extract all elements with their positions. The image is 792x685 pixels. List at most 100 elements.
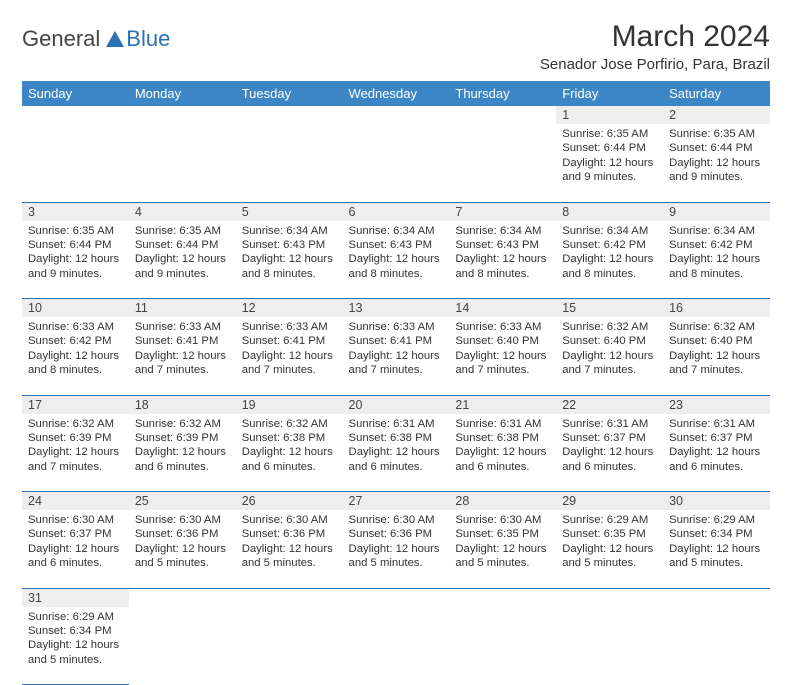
daynum-row: 10111213141516 (22, 299, 770, 318)
day-header: Thursday (449, 81, 556, 106)
day-number: 28 (449, 492, 556, 511)
day-cell (129, 124, 236, 202)
day-cell: Sunrise: 6:30 AMSunset: 6:36 PMDaylight:… (129, 510, 236, 588)
week-row: Sunrise: 6:29 AMSunset: 6:34 PMDaylight:… (22, 607, 770, 685)
day-number: 29 (556, 492, 663, 511)
day-cell: Sunrise: 6:29 AMSunset: 6:34 PMDaylight:… (663, 510, 770, 588)
day-cell (449, 124, 556, 202)
day-number (663, 588, 770, 607)
day-content: Sunrise: 6:35 AMSunset: 6:44 PMDaylight:… (663, 124, 770, 189)
day-content: Sunrise: 6:30 AMSunset: 6:36 PMDaylight:… (236, 510, 343, 575)
day-header: Friday (556, 81, 663, 106)
calendar-head: SundayMondayTuesdayWednesdayThursdayFrid… (22, 81, 770, 106)
day-number: 5 (236, 202, 343, 221)
day-cell: Sunrise: 6:32 AMSunset: 6:40 PMDaylight:… (663, 317, 770, 395)
day-content: Sunrise: 6:33 AMSunset: 6:42 PMDaylight:… (22, 317, 129, 382)
day-content: Sunrise: 6:31 AMSunset: 6:38 PMDaylight:… (343, 414, 450, 479)
day-cell (663, 607, 770, 685)
day-number: 12 (236, 299, 343, 318)
day-content: Sunrise: 6:33 AMSunset: 6:41 PMDaylight:… (236, 317, 343, 382)
day-number: 4 (129, 202, 236, 221)
day-content: Sunrise: 6:34 AMSunset: 6:42 PMDaylight:… (556, 221, 663, 286)
daynum-row: 17181920212223 (22, 395, 770, 414)
day-number: 25 (129, 492, 236, 511)
day-content: Sunrise: 6:29 AMSunset: 6:34 PMDaylight:… (663, 510, 770, 575)
week-row: Sunrise: 6:35 AMSunset: 6:44 PMDaylight:… (22, 124, 770, 202)
week-row: Sunrise: 6:30 AMSunset: 6:37 PMDaylight:… (22, 510, 770, 588)
day-number: 16 (663, 299, 770, 318)
logo-sail-icon (104, 29, 126, 49)
day-cell (129, 607, 236, 685)
day-number: 26 (236, 492, 343, 511)
day-number (343, 588, 450, 607)
day-cell: Sunrise: 6:30 AMSunset: 6:35 PMDaylight:… (449, 510, 556, 588)
day-number: 22 (556, 395, 663, 414)
day-number: 23 (663, 395, 770, 414)
week-row: Sunrise: 6:35 AMSunset: 6:44 PMDaylight:… (22, 221, 770, 299)
day-content: Sunrise: 6:34 AMSunset: 6:42 PMDaylight:… (663, 221, 770, 286)
day-cell: Sunrise: 6:30 AMSunset: 6:36 PMDaylight:… (343, 510, 450, 588)
day-header: Wednesday (343, 81, 450, 106)
day-content: Sunrise: 6:30 AMSunset: 6:36 PMDaylight:… (343, 510, 450, 575)
daynum-row: 3456789 (22, 202, 770, 221)
week-row: Sunrise: 6:33 AMSunset: 6:42 PMDaylight:… (22, 317, 770, 395)
day-number: 30 (663, 492, 770, 511)
header: General Blue March 2024 Senador Jose Por… (22, 20, 770, 73)
day-number (449, 106, 556, 124)
day-header: Saturday (663, 81, 770, 106)
day-number: 8 (556, 202, 663, 221)
day-cell: Sunrise: 6:32 AMSunset: 6:38 PMDaylight:… (236, 414, 343, 492)
day-cell: Sunrise: 6:34 AMSunset: 6:43 PMDaylight:… (343, 221, 450, 299)
daynum-row: 12 (22, 106, 770, 124)
day-content: Sunrise: 6:34 AMSunset: 6:43 PMDaylight:… (236, 221, 343, 286)
day-content: Sunrise: 6:30 AMSunset: 6:37 PMDaylight:… (22, 510, 129, 575)
day-content: Sunrise: 6:35 AMSunset: 6:44 PMDaylight:… (556, 124, 663, 189)
day-cell: Sunrise: 6:33 AMSunset: 6:41 PMDaylight:… (236, 317, 343, 395)
day-content: Sunrise: 6:33 AMSunset: 6:41 PMDaylight:… (343, 317, 450, 382)
day-number: 14 (449, 299, 556, 318)
calendar-table: SundayMondayTuesdayWednesdayThursdayFrid… (22, 81, 770, 685)
day-content: Sunrise: 6:32 AMSunset: 6:39 PMDaylight:… (22, 414, 129, 479)
daynum-row: 24252627282930 (22, 492, 770, 511)
day-cell: Sunrise: 6:29 AMSunset: 6:34 PMDaylight:… (22, 607, 129, 685)
day-number (236, 588, 343, 607)
day-cell: Sunrise: 6:35 AMSunset: 6:44 PMDaylight:… (22, 221, 129, 299)
day-number: 18 (129, 395, 236, 414)
day-content: Sunrise: 6:34 AMSunset: 6:43 PMDaylight:… (343, 221, 450, 286)
day-number (343, 106, 450, 124)
day-cell: Sunrise: 6:34 AMSunset: 6:43 PMDaylight:… (236, 221, 343, 299)
day-number: 19 (236, 395, 343, 414)
title-block: March 2024 Senador Jose Porfirio, Para, … (540, 20, 770, 73)
day-header: Tuesday (236, 81, 343, 106)
day-number: 9 (663, 202, 770, 221)
day-content: Sunrise: 6:32 AMSunset: 6:38 PMDaylight:… (236, 414, 343, 479)
day-cell: Sunrise: 6:31 AMSunset: 6:37 PMDaylight:… (663, 414, 770, 492)
day-number: 20 (343, 395, 450, 414)
day-cell: Sunrise: 6:32 AMSunset: 6:39 PMDaylight:… (129, 414, 236, 492)
day-content: Sunrise: 6:33 AMSunset: 6:40 PMDaylight:… (449, 317, 556, 382)
day-cell (343, 607, 450, 685)
day-content: Sunrise: 6:31 AMSunset: 6:37 PMDaylight:… (556, 414, 663, 479)
day-cell: Sunrise: 6:33 AMSunset: 6:40 PMDaylight:… (449, 317, 556, 395)
day-content: Sunrise: 6:29 AMSunset: 6:35 PMDaylight:… (556, 510, 663, 575)
day-number: 21 (449, 395, 556, 414)
day-number (449, 588, 556, 607)
day-cell: Sunrise: 6:33 AMSunset: 6:41 PMDaylight:… (343, 317, 450, 395)
day-number: 3 (22, 202, 129, 221)
day-content: Sunrise: 6:30 AMSunset: 6:36 PMDaylight:… (129, 510, 236, 575)
day-cell: Sunrise: 6:34 AMSunset: 6:42 PMDaylight:… (663, 221, 770, 299)
day-cell: Sunrise: 6:30 AMSunset: 6:37 PMDaylight:… (22, 510, 129, 588)
day-cell (343, 124, 450, 202)
day-number (22, 106, 129, 124)
day-number: 27 (343, 492, 450, 511)
day-number: 15 (556, 299, 663, 318)
day-content: Sunrise: 6:32 AMSunset: 6:40 PMDaylight:… (556, 317, 663, 382)
day-number: 10 (22, 299, 129, 318)
day-cell: Sunrise: 6:30 AMSunset: 6:36 PMDaylight:… (236, 510, 343, 588)
day-number: 2 (663, 106, 770, 124)
day-cell: Sunrise: 6:34 AMSunset: 6:42 PMDaylight:… (556, 221, 663, 299)
day-number: 6 (343, 202, 450, 221)
day-number (236, 106, 343, 124)
day-number (129, 588, 236, 607)
day-number: 11 (129, 299, 236, 318)
